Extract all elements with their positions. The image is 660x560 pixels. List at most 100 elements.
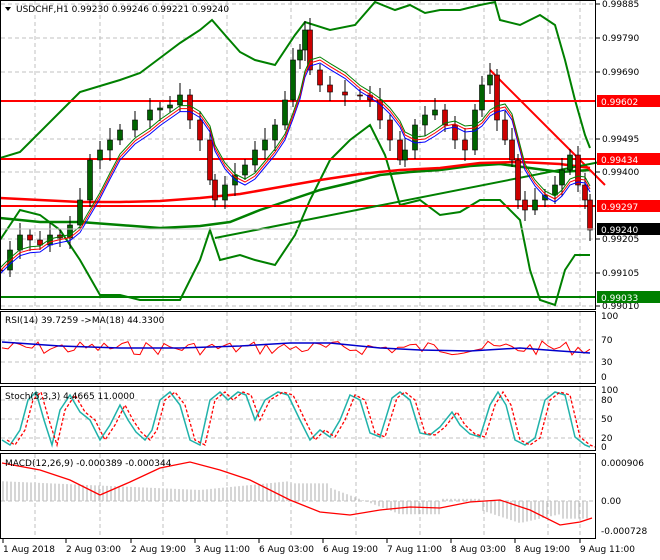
bollinger-upper-band [0,0,591,159]
time-axis-label: 1 Aug 2018 [3,545,55,555]
rsi-panel[interactable] [1,340,591,356]
candle-body [297,49,303,61]
stoch-panel-frame [0,386,596,451]
symbol-title: USDCHF,H1 0.99230 0.99246 0.99221 0.9924… [16,5,229,15]
candle-body [307,29,313,71]
candle-body [87,159,93,201]
moving-average-long [0,162,591,230]
moving-average-red [0,160,591,204]
candle-body [567,154,573,171]
rsi-axis-label: 70 [601,336,613,346]
candle-body [377,99,383,121]
candle-body [242,164,248,176]
time-axis-label: 6 Aug 03:00 [259,545,314,555]
level-price-label: 0.99434 [601,156,638,166]
price-axis-label: 0.99010 [602,302,639,312]
candle-body [302,29,308,51]
level-price-label: 0.99033 [601,294,638,304]
candle-body [442,109,448,126]
candle-body [97,149,103,161]
price-axis-label: 0.99495 [602,135,639,145]
candle-body [472,109,478,151]
rsi-axis: 100 70 30 0 [601,312,618,383]
candle-body [17,234,23,251]
candle-body [575,154,581,186]
rsi-panel-frame [0,311,596,384]
candle-body [357,94,363,97]
macd-axis-label: -0.000728 [601,527,647,537]
candle-body [402,149,408,161]
price-axis[interactable]: 0.99885 0.99790 0.99690 0.99495 0.99400 0.992… [596,0,660,312]
candle-body [262,139,268,151]
candle-body [479,84,485,111]
candle-body [502,119,508,141]
stoch-axis-label: 80 [601,396,613,406]
macd-title: MACD(12,26,9) -0.000389 -0.000344 [5,459,172,469]
candle-body [117,129,123,141]
candle-body [432,109,438,116]
stoch-d-line [6,390,596,448]
time-axis-label: 2 Aug 03:00 [66,545,121,555]
macd-axis-label: 0.00 [601,497,621,507]
price-axis-label: 0.99885 [602,0,639,10]
time-axis-label: 7 Aug 11:00 [387,545,442,555]
rsi-axis-label: 30 [601,358,613,368]
candle-body [532,199,538,211]
dropdown-triangle-icon[interactable] [5,7,11,11]
time-axis[interactable]: 1 Aug 2018 2 Aug 03:00 2 Aug 19:00 3 Aug 11… [2,539,635,555]
candle-body [0,269,3,272]
level-price-tag [597,95,660,107]
rsi-axis-label: 100 [601,312,618,322]
candle-body [132,119,138,131]
candle-body [212,179,218,201]
price-axis-label: 0.99690 [602,68,639,78]
stoch-axis-label: 0 [601,443,607,453]
candle-body [222,184,228,201]
symbol-header[interactable]: USDCHF,H1 0.99230 0.99246 0.99221 0.9924… [5,5,229,15]
stoch-axis-label: 50 [601,415,613,425]
candle-body [397,139,403,161]
candle-body [552,184,558,196]
resistance-trendline[interactable] [489,69,606,186]
candle-body [167,104,173,109]
price-axis-label: 0.99790 [602,34,639,44]
candle-body [77,199,83,226]
grid-layer [1,1,595,539]
macd-panel[interactable] [1,461,593,526]
support-trendline[interactable] [214,161,601,239]
candle-body [515,159,521,201]
macd-signal-line [1,461,593,526]
rsi-axis-label: 0 [601,373,607,383]
stoch-panel[interactable] [1,390,596,448]
time-axis-label: 6 Aug 19:00 [323,545,378,555]
candle-body [559,169,565,186]
candle-body [327,84,333,93]
main-panel-frame [0,0,596,310]
candle-body [197,119,203,141]
candle-body [462,139,468,151]
candle-body [494,74,500,121]
bollinger-lower-band [0,123,590,307]
candle-body [422,114,428,126]
ma-fast-green [0,56,591,269]
current-price-label: 0.99240 [601,226,638,236]
candle-body [27,234,33,241]
candle-body [282,99,288,126]
main-price-panel[interactable] [0,0,606,307]
stoch-k-line [1,390,591,448]
candle-body [487,74,493,86]
ma-fast-blue [0,62,591,275]
macd-axis: 0.000906 0.00 -0.000728 [601,459,647,537]
level-price-tag [597,153,660,165]
candle-body [107,139,113,151]
level-price-tag [597,291,660,303]
macd-panel-frame [0,453,596,539]
candle-body [587,199,593,231]
candle-body [342,91,348,96]
candle-body [187,94,193,121]
candle-body [387,119,393,141]
candle-body [272,124,278,141]
price-axis-label: 0.99205 [602,235,639,245]
